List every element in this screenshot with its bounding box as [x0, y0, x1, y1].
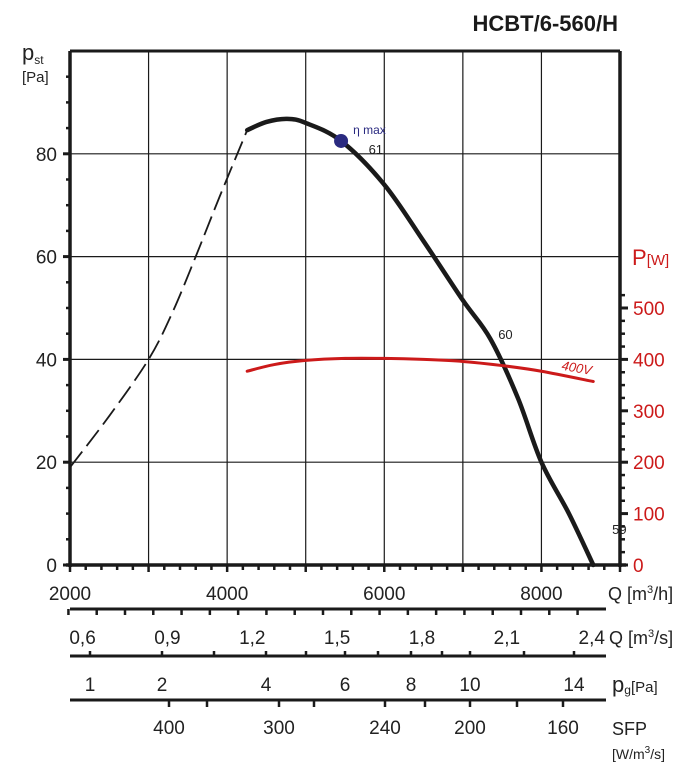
qs-tick-label: 0,6	[69, 628, 95, 649]
series-group	[69, 116, 596, 568]
qs-tick-label: 1,5	[324, 628, 350, 649]
x-axis-unit-label: Q [m3/h]	[608, 584, 673, 604]
sfp-tick-label: 300	[263, 718, 295, 739]
y-tick-label: 20	[36, 453, 57, 474]
axes: 0 20 40 60 80 0 100 200 300 400 500 2000 4000 6000 800…	[36, 49, 665, 605]
sfp-axis-label: SFP	[612, 719, 647, 739]
series-pressure-stable	[244, 116, 596, 568]
y-tick-label: 80	[36, 145, 57, 166]
qs-tick-label: 1,8	[409, 628, 435, 649]
voltage-label: 400V	[561, 358, 595, 378]
x-tick-label: 2000	[49, 584, 91, 605]
pg-tick-label: 14	[563, 675, 585, 696]
sfp-tick-label: 240	[369, 718, 401, 739]
sfp-tick-label: 400	[153, 718, 185, 739]
x-tick-label: 4000	[206, 584, 248, 605]
pg-axis-unit-label: pg[Pa]	[612, 672, 658, 697]
y-tick-label: 60	[36, 248, 57, 269]
y2-tick-label: 200	[633, 453, 665, 474]
y-axis-label: pst	[22, 40, 44, 67]
x-tick-label: 8000	[520, 584, 562, 605]
qs-axis-unit-label: Q [m3/s]	[609, 628, 673, 648]
pg-tick-label: 2	[157, 675, 168, 696]
pg-tick-label: 1	[85, 675, 96, 696]
x-tick-label: 6000	[363, 584, 405, 605]
y2-tick-label: 400	[633, 350, 665, 371]
eta-max-marker	[334, 133, 349, 148]
qs-tick-label: 2,4	[579, 628, 606, 649]
qs-tick-label: 1,2	[239, 628, 265, 649]
eta-max-label: η max	[353, 123, 386, 137]
secondary-axes: 0,6 0,9 1,2 1,5 1,8 2,1 2,4 1 2 4 6 8 10 14 400 300 240 2…	[67, 607, 606, 739]
series-pressure-unstable	[69, 129, 249, 468]
y2-axis-label: P[W]	[632, 245, 669, 270]
sfp-tick-label: 200	[454, 718, 486, 739]
efficiency-label: 61	[369, 142, 383, 157]
y-axis-unit: [Pa]	[22, 69, 49, 86]
pg-tick-label: 10	[459, 675, 480, 696]
qs-tick-label: 0,9	[154, 628, 180, 649]
pg-tick-label: 8	[406, 675, 417, 696]
pg-tick-label: 6	[340, 675, 351, 696]
pg-tick-label: 4	[261, 675, 272, 696]
y2-tick-label: 0	[633, 556, 644, 577]
efficiency-label: 60	[498, 327, 512, 342]
y2-tick-label: 300	[633, 402, 665, 423]
y-tick-label: 0	[46, 556, 57, 577]
y-tick-label: 40	[36, 350, 57, 371]
sfp-axis-unit: [W/m3/s]	[612, 745, 665, 762]
annotations: η max 61 60 59 400V	[334, 123, 627, 537]
chart-title: HCBT/6-560/H	[473, 11, 618, 36]
sfp-tick-label: 160	[547, 718, 579, 739]
y2-tick-label: 100	[633, 505, 665, 526]
series-400v	[245, 356, 595, 384]
grid	[70, 51, 620, 565]
qs-tick-label: 2,1	[494, 628, 520, 649]
efficiency-label: 59	[612, 522, 626, 537]
y2-tick-label: 500	[633, 299, 665, 320]
